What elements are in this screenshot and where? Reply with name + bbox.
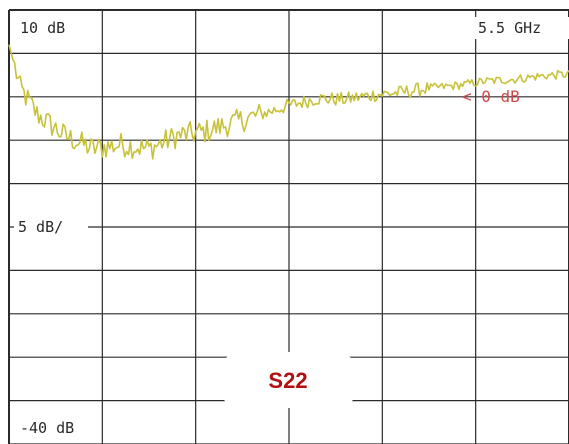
scale-label-bg — [14, 217, 88, 237]
bottom-reference-label: -40 dB — [20, 419, 74, 437]
stop-frequency-label: 5.5 GHz — [478, 19, 541, 37]
title-box — [224, 352, 353, 408]
s22-trace — [8, 44, 569, 160]
top-left-label-bg — [14, 17, 88, 39]
bottom-left-label-bg — [14, 418, 98, 440]
top-reference-label: 10 dB — [20, 19, 65, 37]
chart-title: S22 — [268, 368, 307, 393]
scale-label: 5 dB/ — [18, 218, 63, 236]
top-right-label-bg — [474, 17, 569, 39]
reference-marker: < 0 dB — [462, 87, 520, 106]
